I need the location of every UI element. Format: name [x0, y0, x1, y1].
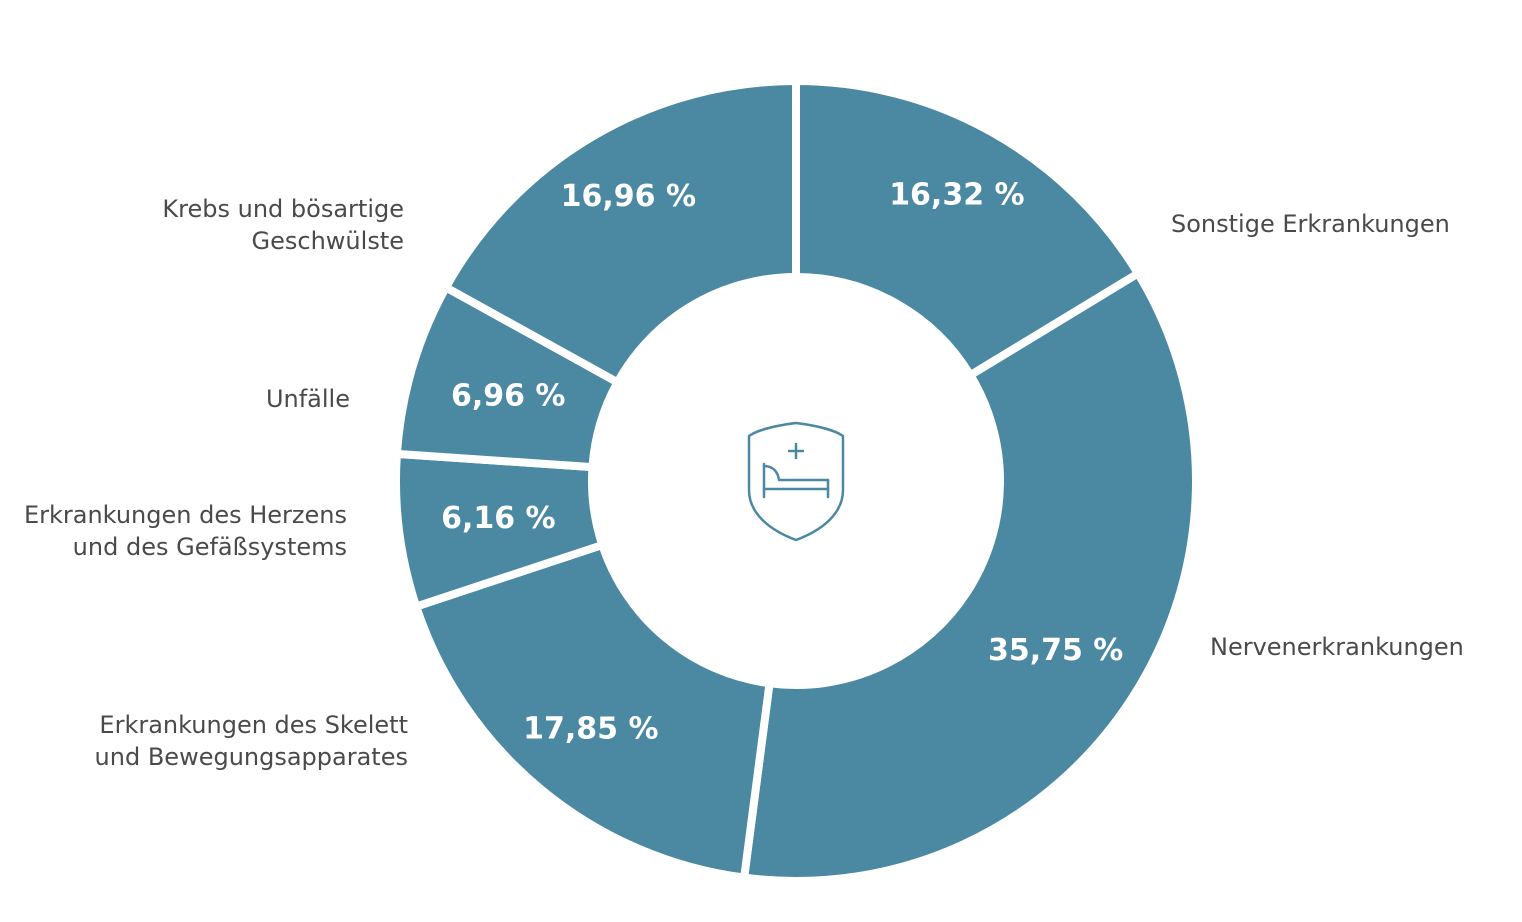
category-label-line: Nervenerkrankungen: [1210, 633, 1464, 661]
donut-slices: [392, 76, 1200, 885]
donut-slice: [440, 76, 800, 388]
slice-category-label: Erkrankungen des Skelett und Bewegungsapp…: [95, 711, 408, 771]
slice-category-label: Unfälle: [266, 385, 350, 413]
donut-slice: [411, 539, 775, 883]
hospital-bed-shield-icon: [747, 421, 845, 542]
category-label-line: und Bewegungsapparates: [95, 743, 408, 771]
category-label-line: Sonstige Erkrankungen: [1171, 210, 1450, 238]
slice-category-label: Krebs und bösartige Geschwülste: [162, 195, 404, 255]
slice-value-label: 16,32 %: [889, 178, 1024, 213]
category-label-line: Geschwülste: [252, 227, 404, 255]
category-label-line: Krebs und bösartige: [162, 195, 404, 223]
slice-category-label: Nervenerkrankungen: [1210, 633, 1464, 661]
slice-value-label: 6,96 %: [451, 379, 566, 414]
category-labels: Sonstige Erkrankungen Nervenerkrankungen E…: [24, 195, 1464, 771]
slice-category-label: Sonstige Erkrankungen: [1171, 210, 1450, 238]
slice-value-label: 17,85 %: [523, 712, 658, 747]
category-label-line: Erkrankungen des Skelett: [99, 711, 408, 739]
value-labels: 16,32 % 35,75 % 17,85 % 6,16 % 6,96 % 16,96 %: [441, 178, 1123, 747]
slice-category-label: Erkrankungen des Herzens und des Gefäßsys…: [24, 501, 347, 561]
slice-value-label: 16,96 %: [561, 179, 696, 214]
category-label-line: und des Gefäßsystems: [73, 533, 347, 561]
donut-slice: [739, 268, 1200, 885]
donut-slice: [792, 76, 1144, 381]
category-label-line: Unfälle: [266, 385, 350, 413]
slice-value-label: 35,75 %: [988, 633, 1123, 668]
category-label-line: Erkrankungen des Herzens: [24, 501, 347, 529]
slice-value-label: 6,16 %: [441, 501, 556, 536]
